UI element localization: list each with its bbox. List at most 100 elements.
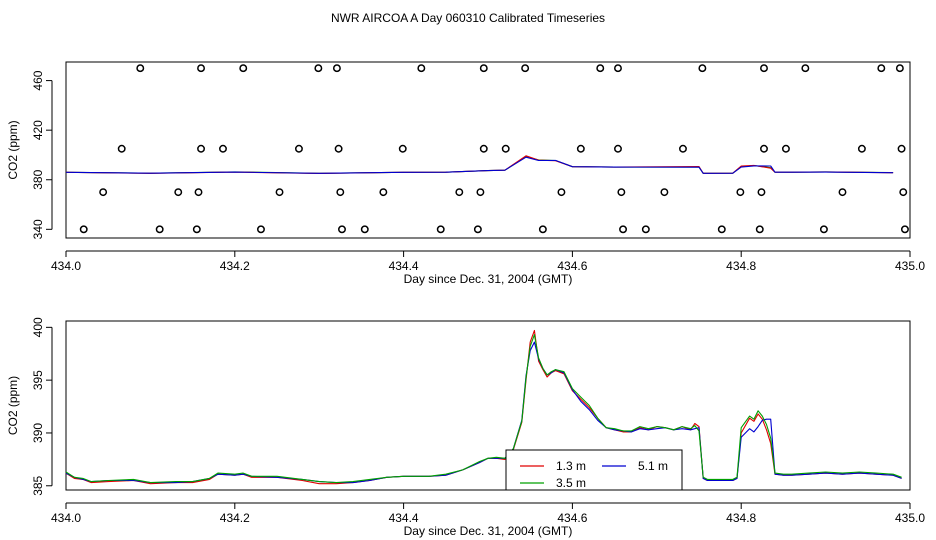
reference-point <box>717 225 726 234</box>
reference-point <box>257 225 265 234</box>
reference-point <box>294 144 303 153</box>
reference-point <box>736 188 745 197</box>
bottom-x-axis: 434.0 434.2 434.4 434.6 434.8 435.0 <box>51 502 925 525</box>
reference-point <box>417 64 426 73</box>
top-x-axis: 434.0 434.2 434.4 434.6 434.8 435.0 <box>51 250 925 273</box>
top-panel: 434.0 434.2 434.4 434.6 434.8 435.0 340 380 420… <box>6 61 925 286</box>
reference-point <box>900 225 909 234</box>
top-series-lines <box>65 155 894 174</box>
legend-label-5-1m: 5.1 m <box>638 459 668 473</box>
bottom-panel: 434.0 434.2 434.4 434.6 434.8 435.0 385 390 395… <box>6 317 925 538</box>
top-y-axis: 340 380 420 460 <box>31 70 53 239</box>
reference-point <box>117 144 126 153</box>
reference-point <box>596 64 605 73</box>
series-line-blue <box>65 341 902 484</box>
reference-point <box>614 64 622 73</box>
reference-point <box>557 188 566 197</box>
reference-point <box>398 144 407 153</box>
reference-point <box>501 144 510 153</box>
x-tick-label: 434.4 <box>389 259 419 273</box>
reference-point <box>760 64 768 73</box>
y-tick-label: 380 <box>31 169 45 189</box>
bottom-x-axis-label: Day since Dec. 31, 2004 (GMT) <box>404 524 573 538</box>
y-tick-label: 385 <box>31 475 45 495</box>
bottom-series-lines <box>65 329 902 485</box>
reference-point <box>436 225 445 234</box>
top-x-axis-label: Day since Dec. 31, 2004 (GMT) <box>404 272 573 286</box>
reference-point <box>336 188 345 197</box>
series-line-green <box>65 334 902 484</box>
reference-point <box>155 225 164 234</box>
reference-point <box>479 144 488 153</box>
reference-point <box>781 144 790 153</box>
reference-point <box>679 144 687 153</box>
legend: 1.3 m 5.1 m 3.5 m <box>505 449 683 491</box>
reference-point <box>857 144 866 153</box>
x-tick-label: 434.2 <box>220 259 250 273</box>
reference-point <box>619 225 627 234</box>
reference-point <box>479 64 488 73</box>
legend-label-3-5m: 3.5 m <box>556 476 586 490</box>
reference-point <box>538 225 547 234</box>
x-tick-label: 434.0 <box>51 511 81 525</box>
y-tick-label: 395 <box>31 370 45 390</box>
x-tick-label: 434.6 <box>557 511 587 525</box>
reference-point <box>314 64 323 73</box>
reference-point <box>897 144 906 153</box>
reference-point <box>136 64 145 73</box>
reference-point <box>838 188 847 197</box>
x-tick-label: 435.0 <box>895 259 925 273</box>
reference-point <box>895 64 904 73</box>
x-tick-label: 434.0 <box>51 259 81 273</box>
y-tick-label: 400 <box>31 317 45 337</box>
reference-point <box>197 144 205 153</box>
reference-point <box>174 188 183 197</box>
x-tick-label: 434.2 <box>220 511 250 525</box>
reference-point <box>360 225 369 234</box>
y-tick-label: 340 <box>31 219 45 239</box>
chart-title: NWR AIRCOA A Day 060310 Calibrated Times… <box>331 11 605 25</box>
legend-label-1-3m: 1.3 m <box>556 459 586 473</box>
y-tick-label: 460 <box>31 70 45 90</box>
reference-point <box>899 188 908 197</box>
x-tick-label: 434.8 <box>726 259 756 273</box>
reference-point <box>757 188 766 197</box>
reference-point <box>338 225 346 234</box>
reference-point <box>219 144 227 153</box>
reference-point <box>455 188 464 197</box>
top-reference-points <box>79 64 909 234</box>
top-plot-frame <box>65 61 911 239</box>
reference-point <box>698 64 707 73</box>
reference-point <box>660 188 669 197</box>
reference-point <box>275 188 284 197</box>
x-tick-label: 434.8 <box>726 511 756 525</box>
reference-point <box>617 188 626 197</box>
x-tick-label: 435.0 <box>895 511 925 525</box>
y-tick-label: 390 <box>31 423 45 443</box>
reference-point <box>334 144 343 153</box>
reference-point <box>194 188 203 197</box>
reference-point <box>379 188 388 197</box>
reference-point <box>801 64 810 73</box>
bottom-y-axis-label: CO2 (ppm) <box>6 376 20 435</box>
reference-point <box>239 64 248 73</box>
x-tick-label: 434.6 <box>557 259 587 273</box>
reference-point <box>614 144 622 153</box>
reference-point <box>641 225 650 234</box>
bottom-y-axis: 385 390 395 400 <box>31 317 53 496</box>
x-tick-label: 434.4 <box>389 511 419 525</box>
reference-point <box>197 64 205 73</box>
series-line-blue <box>65 156 894 174</box>
reference-point <box>877 64 886 73</box>
reference-point <box>760 144 768 153</box>
reference-point <box>476 188 485 197</box>
top-y-axis-label: CO2 (ppm) <box>6 120 20 179</box>
reference-point <box>473 225 482 234</box>
reference-point <box>576 144 585 153</box>
y-tick-label: 420 <box>31 120 45 140</box>
reference-point <box>192 225 201 234</box>
reference-point <box>99 188 108 197</box>
reference-point <box>521 64 530 73</box>
bottom-plot-frame <box>65 320 911 491</box>
